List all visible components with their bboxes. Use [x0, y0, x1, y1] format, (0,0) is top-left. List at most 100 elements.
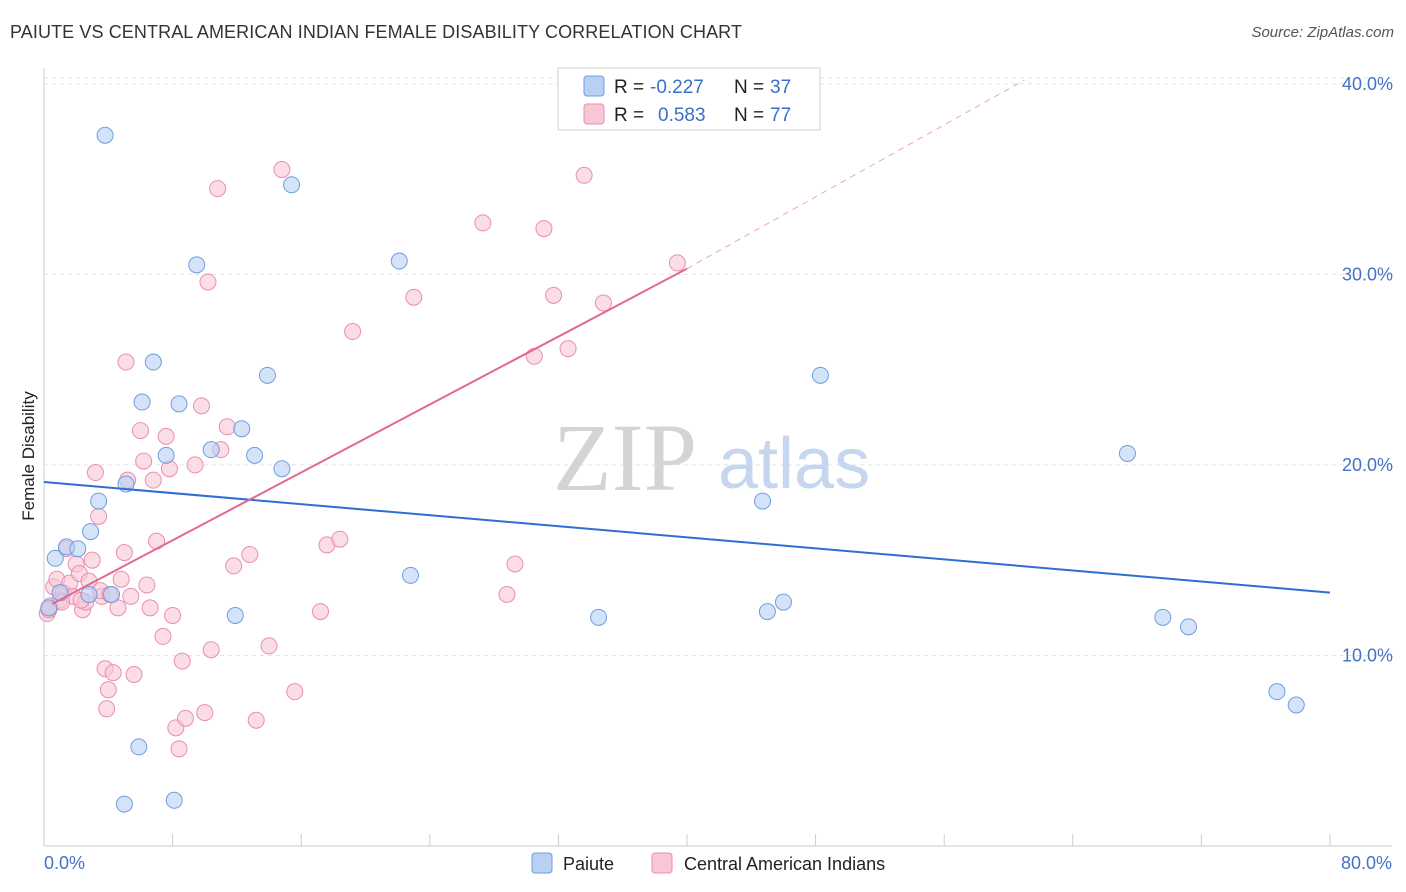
point-cai-54: [260, 637, 278, 655]
point-paiute-27: [402, 566, 420, 584]
point-cai-32: [141, 599, 159, 617]
point-paiute-14: [144, 353, 162, 371]
legend-n-value-cai: 77: [770, 105, 791, 126]
legend-r-label-paiute: R =: [614, 77, 644, 98]
bottom-legend-swatch-central-american-indians: [651, 852, 673, 874]
point-paiute-30: [758, 603, 776, 621]
x-tick-label-min: 0.0%: [44, 853, 85, 873]
point-cai-59: [331, 530, 349, 548]
point-cai-19: [98, 700, 116, 718]
watermark-zip: ZIP: [553, 404, 697, 511]
point-paiute-31: [774, 593, 792, 611]
point-cai-31: [138, 576, 156, 594]
point-paiute-19: [202, 441, 220, 459]
legend-r-label-cai: R =: [614, 105, 644, 126]
point-cai-47: [202, 641, 220, 659]
watermark: ZIP atlas: [553, 404, 870, 511]
point-paiute-6: [82, 523, 100, 541]
point-paiute-2: [51, 584, 69, 602]
legend-n-value-paiute: 37: [770, 77, 791, 98]
point-cai-70: [594, 294, 612, 312]
point-paiute-18: [188, 256, 206, 274]
point-cai-23: [112, 570, 130, 588]
axes: [43, 68, 1392, 847]
point-cai-61: [405, 288, 423, 306]
point-cai-43: [186, 456, 204, 474]
bottom-legend-swatch-paiute: [531, 852, 553, 874]
point-cai-14: [83, 551, 101, 569]
point-cai-50: [218, 418, 236, 436]
point-paiute-34: [1154, 608, 1172, 626]
point-cai-55: [273, 161, 291, 179]
point-paiute-5: [80, 585, 98, 603]
x-tick-label-max: 80.0%: [1341, 853, 1392, 873]
y-tick-label-10: 10.0%: [1342, 645, 1393, 665]
trendline-cai: [51, 267, 688, 605]
trendline-paiute: [43, 481, 1331, 594]
watermark-atlas: atlas: [718, 424, 870, 504]
chart-title: PAIUTE VS CENTRAL AMERICAN INDIAN FEMALE…: [10, 22, 743, 42]
point-cai-62: [474, 214, 492, 232]
point-cai-28: [125, 666, 143, 684]
x-ticks: [43, 834, 1331, 846]
point-cai-29: [131, 422, 149, 440]
point-cai-57: [311, 603, 329, 621]
point-paiute-16: [165, 791, 183, 809]
point-paiute-21: [233, 420, 251, 438]
point-cai-36: [157, 427, 175, 445]
legend-r-value-paiute: -0.227: [650, 77, 704, 98]
point-cai-67: [545, 286, 563, 304]
point-cai-21: [104, 664, 122, 682]
point-paiute-12: [130, 738, 148, 756]
point-cai-24: [115, 544, 133, 562]
point-paiute-8: [96, 126, 114, 144]
point-paiute-36: [1268, 683, 1286, 701]
point-cai-44: [193, 397, 211, 415]
point-cai-20: [99, 681, 117, 699]
point-paiute-13: [133, 393, 151, 411]
point-paiute-7: [90, 492, 108, 510]
y-tick-label-30: 30.0%: [1342, 264, 1393, 284]
point-cai-15: [86, 464, 104, 482]
y-tick-labels: 10.0% 20.0% 30.0% 40.0%: [1342, 74, 1393, 666]
point-cai-53: [247, 711, 265, 729]
top-legend: R = -0.227 N = 37 R = 0.583 N = 77: [557, 67, 821, 131]
point-cai-52: [241, 545, 259, 563]
point-paiute-29: [754, 492, 772, 510]
point-paiute-33: [1118, 444, 1136, 462]
legend-r-value-cai: 0.583: [658, 105, 706, 126]
point-cai-48: [209, 180, 227, 198]
point-paiute-37: [1287, 696, 1305, 714]
legend-swatch-paiute: [583, 75, 605, 97]
point-cai-63: [498, 585, 516, 603]
point-cai-46: [199, 273, 217, 291]
point-paiute-17: [170, 395, 188, 413]
legend-n-label-paiute: N =: [734, 77, 764, 98]
point-paiute-4: [69, 540, 87, 558]
point-paiute-32: [811, 366, 829, 384]
point-cai-16: [90, 507, 108, 525]
bottom-legend: Paiute Central American Indians: [531, 852, 885, 874]
point-paiute-10: [115, 795, 133, 813]
point-cai-33: [144, 471, 162, 489]
legend-swatch-central-american-indians: [583, 103, 605, 125]
bottom-legend-label-paiute: Paiute: [563, 854, 614, 874]
point-paiute-28: [590, 608, 608, 626]
y-axis-title: Female Disability: [19, 391, 38, 521]
point-cai-68: [559, 340, 577, 358]
point-cai-38: [164, 606, 182, 624]
point-cai-56: [286, 683, 304, 701]
point-cai-51: [225, 557, 243, 575]
point-cai-25: [117, 353, 135, 371]
bottom-legend-label-cai: Central American Indians: [684, 854, 885, 874]
point-cai-66: [535, 220, 553, 238]
point-paiute-1: [46, 549, 64, 567]
trendlines: [43, 79, 1331, 605]
legend-n-label-cai: N =: [734, 105, 764, 126]
point-cai-71: [668, 254, 686, 272]
point-cai-45: [196, 704, 214, 722]
point-cai-69: [575, 166, 593, 184]
point-cai-42: [176, 709, 194, 727]
point-paiute-15: [157, 446, 175, 464]
